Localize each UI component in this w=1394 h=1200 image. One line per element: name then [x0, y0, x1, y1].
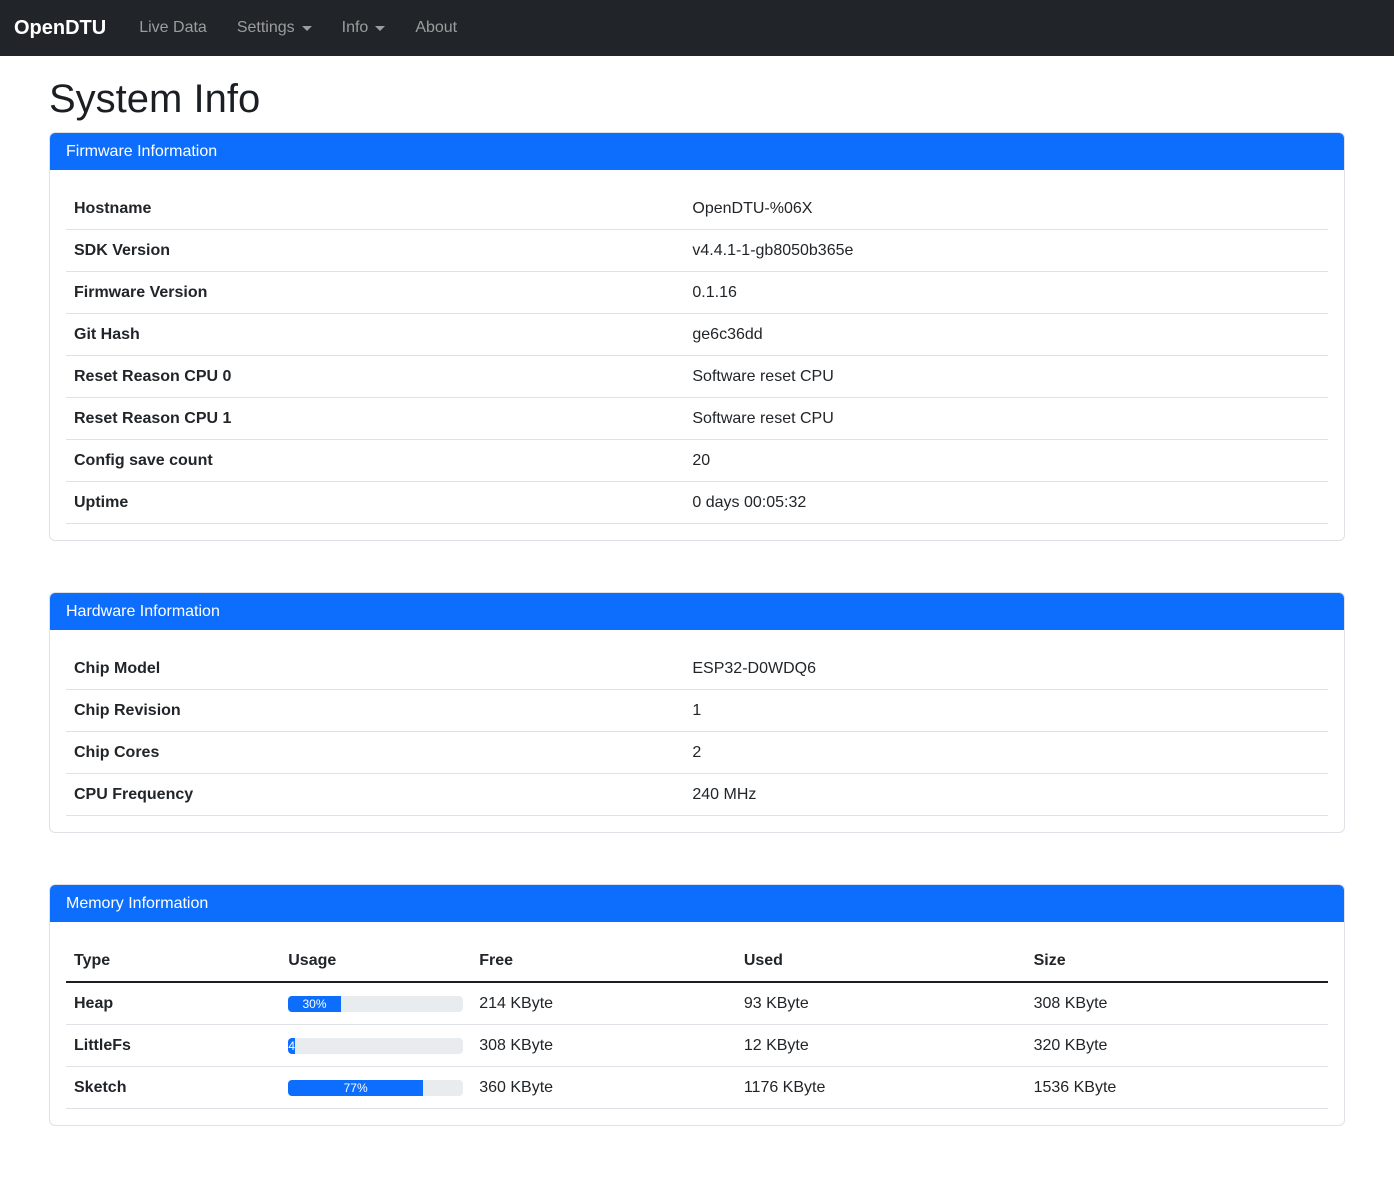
progress-bar: 30%: [288, 995, 341, 1012]
memory-size: 1536 KByte: [1025, 1066, 1328, 1109]
memory-free: 360 KByte: [471, 1066, 736, 1109]
column-header-size: Size: [1025, 940, 1328, 983]
hardware-card-header: Hardware Information: [50, 593, 1344, 630]
row-label: Chip Revision: [66, 689, 685, 732]
table-row: Uptime 0 days 00:05:32: [66, 481, 1328, 524]
table-row: Git Hash ge6c36dd: [66, 313, 1328, 356]
progress-track: 30%: [288, 995, 464, 1012]
table-row: Hostname OpenDTU-%06X: [66, 188, 1328, 230]
hardware-card: Hardware Information Chip Model ESP32-D0…: [49, 592, 1345, 833]
memory-usage-cell: 30%: [280, 982, 472, 1025]
memory-type: LittleFs: [66, 1024, 281, 1067]
nav-item-settings-label: Settings: [236, 19, 295, 36]
nav-item-live-data[interactable]: Live Data: [124, 11, 222, 45]
chevron-down-icon: [375, 25, 386, 31]
row-label: Chip Cores: [66, 731, 685, 774]
row-value: ge6c36dd: [684, 313, 1328, 356]
memory-usage-cell: 4: [280, 1024, 472, 1067]
row-label: Git Hash: [66, 313, 685, 356]
table-header-row: Type Usage Free Used Size: [66, 940, 1328, 983]
row-value: Software reset CPU: [684, 355, 1328, 398]
row-value: Software reset CPU: [684, 397, 1328, 440]
memory-card: Memory Information Type Usage Free Used …: [49, 884, 1345, 1126]
nav-item-info[interactable]: Info: [327, 11, 401, 45]
row-label: Reset Reason CPU 1: [66, 397, 685, 440]
navbar: OpenDTU Live Data Settings Info About: [0, 0, 1394, 56]
row-label: Uptime: [66, 481, 685, 524]
memory-size: 308 KByte: [1025, 982, 1328, 1025]
row-label: CPU Frequency: [66, 773, 685, 816]
firmware-card-header: Firmware Information: [50, 133, 1344, 170]
nav-item-about[interactable]: About: [400, 11, 472, 45]
table-row: SDK Version v4.4.1-1-gb8050b365e: [66, 229, 1328, 272]
main-content: System Info Firmware Information Hostnam…: [37, 75, 1357, 1126]
row-value: 0.1.16: [684, 271, 1328, 314]
row-label: Hostname: [66, 188, 685, 230]
navbar-brand[interactable]: OpenDTU: [14, 16, 107, 39]
table-row: Heap 30% 214 KByte 93 KByte 308 KByte: [66, 982, 1328, 1025]
memory-free: 308 KByte: [471, 1024, 736, 1067]
table-row: Chip Cores 2: [66, 731, 1328, 774]
nav-item-info-label: Info: [341, 19, 369, 36]
progress-bar: 77%: [288, 1079, 423, 1096]
column-header-usage: Usage: [280, 940, 472, 983]
row-value: 20: [684, 439, 1328, 482]
row-value: ESP32-D0WDQ6: [684, 648, 1328, 690]
nav-item-settings[interactable]: Settings: [222, 11, 327, 45]
page-title: System Info: [49, 77, 261, 121]
table-row: LittleFs 4 308 KByte 12 KByte 320 KByte: [66, 1024, 1328, 1067]
memory-used: 12 KByte: [735, 1024, 1026, 1067]
progress-track: 4: [288, 1037, 464, 1054]
memory-usage-cell: 77%: [280, 1066, 472, 1109]
row-label: Reset Reason CPU 0: [66, 355, 685, 398]
row-value: 0 days 00:05:32: [684, 481, 1328, 524]
firmware-card: Firmware Information Hostname OpenDTU-%0…: [49, 132, 1345, 541]
row-label: Chip Model: [66, 648, 685, 690]
table-row: CPU Frequency 240 MHz: [66, 773, 1328, 816]
row-value: v4.4.1-1-gb8050b365e: [684, 229, 1328, 272]
firmware-table: Hostname OpenDTU-%06X SDK Version v4.4.1…: [66, 188, 1328, 524]
table-row: Chip Revision 1: [66, 689, 1328, 732]
table-row: Reset Reason CPU 1 Software reset CPU: [66, 397, 1328, 440]
table-row: Config save count 20: [66, 439, 1328, 482]
memory-table: Type Usage Free Used Size Heap 3: [66, 940, 1328, 1109]
column-header-type: Type: [66, 940, 281, 983]
column-header-used: Used: [735, 940, 1026, 983]
nav-item-about-label: About: [415, 19, 458, 36]
memory-type: Heap: [66, 982, 281, 1025]
memory-card-header: Memory Information: [50, 885, 1344, 922]
table-row: Reset Reason CPU 0 Software reset CPU: [66, 355, 1328, 398]
memory-card-body: Type Usage Free Used Size Heap 3: [50, 922, 1344, 1125]
table-row: Chip Model ESP32-D0WDQ6: [66, 648, 1328, 690]
row-value: 240 MHz: [684, 773, 1328, 816]
memory-used: 1176 KByte: [735, 1066, 1026, 1109]
table-row: Sketch 77% 360 KByte 1176 KByte 1536 KBy…: [66, 1066, 1328, 1109]
nav-item-live-data-label: Live Data: [139, 19, 207, 36]
row-label: Firmware Version: [66, 271, 685, 314]
table-row: Firmware Version 0.1.16: [66, 271, 1328, 314]
memory-type: Sketch: [66, 1066, 281, 1109]
memory-free: 214 KByte: [471, 982, 736, 1025]
hardware-table: Chip Model ESP32-D0WDQ6 Chip Revision 1 …: [66, 648, 1328, 816]
memory-size: 320 KByte: [1025, 1024, 1328, 1067]
memory-used: 93 KByte: [735, 982, 1026, 1025]
column-header-free: Free: [471, 940, 736, 983]
navbar-menu: Live Data Settings Info About: [124, 11, 472, 45]
progress-bar: 4: [288, 1037, 296, 1054]
firmware-card-body: Hostname OpenDTU-%06X SDK Version v4.4.1…: [50, 170, 1344, 540]
row-value: OpenDTU-%06X: [684, 188, 1328, 230]
progress-track: 77%: [288, 1079, 464, 1096]
row-value: 1: [684, 689, 1328, 732]
row-label: Config save count: [66, 439, 685, 482]
row-value: 2: [684, 731, 1328, 774]
chevron-down-icon: [301, 25, 312, 31]
row-label: SDK Version: [66, 229, 685, 272]
hardware-card-body: Chip Model ESP32-D0WDQ6 Chip Revision 1 …: [50, 630, 1344, 832]
